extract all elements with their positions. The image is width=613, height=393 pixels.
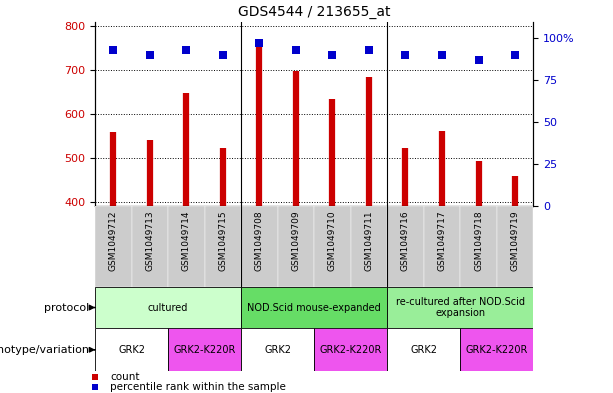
FancyBboxPatch shape (387, 328, 460, 371)
FancyBboxPatch shape (241, 206, 278, 287)
Text: GRK2: GRK2 (410, 345, 437, 355)
Text: re-cultured after NOD.Scid
expansion: re-cultured after NOD.Scid expansion (396, 297, 525, 318)
FancyBboxPatch shape (95, 328, 168, 371)
FancyBboxPatch shape (387, 206, 424, 287)
Text: NOD.Scid mouse-expanded: NOD.Scid mouse-expanded (247, 303, 381, 312)
Text: GSM1049718: GSM1049718 (474, 210, 483, 271)
Text: GSM1049712: GSM1049712 (109, 210, 118, 271)
FancyBboxPatch shape (424, 206, 460, 287)
FancyBboxPatch shape (95, 287, 241, 328)
Text: percentile rank within the sample: percentile rank within the sample (110, 382, 286, 392)
Text: GRK2: GRK2 (118, 345, 145, 355)
Title: GDS4544 / 213655_at: GDS4544 / 213655_at (238, 5, 390, 19)
FancyBboxPatch shape (241, 287, 387, 328)
Text: GSM1049711: GSM1049711 (365, 210, 373, 271)
Text: GSM1049716: GSM1049716 (401, 210, 410, 271)
FancyBboxPatch shape (460, 328, 533, 371)
Text: count: count (110, 373, 140, 382)
FancyBboxPatch shape (241, 328, 314, 371)
FancyBboxPatch shape (205, 206, 241, 287)
FancyBboxPatch shape (168, 206, 205, 287)
Text: GRK2: GRK2 (264, 345, 291, 355)
FancyBboxPatch shape (351, 206, 387, 287)
Text: cultured: cultured (148, 303, 188, 312)
Text: GSM1049708: GSM1049708 (255, 210, 264, 271)
FancyBboxPatch shape (278, 206, 314, 287)
FancyBboxPatch shape (168, 328, 241, 371)
FancyBboxPatch shape (497, 206, 533, 287)
FancyBboxPatch shape (314, 328, 387, 371)
Text: GSM1049713: GSM1049713 (145, 210, 154, 271)
Text: GSM1049715: GSM1049715 (218, 210, 227, 271)
Text: GSM1049714: GSM1049714 (182, 210, 191, 271)
Text: GSM1049710: GSM1049710 (328, 210, 337, 271)
Text: protocol: protocol (44, 303, 89, 312)
FancyBboxPatch shape (95, 206, 132, 287)
Text: GSM1049717: GSM1049717 (438, 210, 446, 271)
Text: GSM1049709: GSM1049709 (291, 210, 300, 271)
Text: GRK2-K220R: GRK2-K220R (466, 345, 528, 355)
FancyBboxPatch shape (460, 206, 497, 287)
FancyBboxPatch shape (314, 206, 351, 287)
Text: genotype/variation: genotype/variation (0, 345, 89, 355)
FancyBboxPatch shape (132, 206, 168, 287)
Text: GRK2-K220R: GRK2-K220R (173, 345, 236, 355)
FancyBboxPatch shape (387, 287, 533, 328)
Text: GRK2-K220R: GRK2-K220R (319, 345, 382, 355)
Text: GSM1049719: GSM1049719 (511, 210, 520, 271)
